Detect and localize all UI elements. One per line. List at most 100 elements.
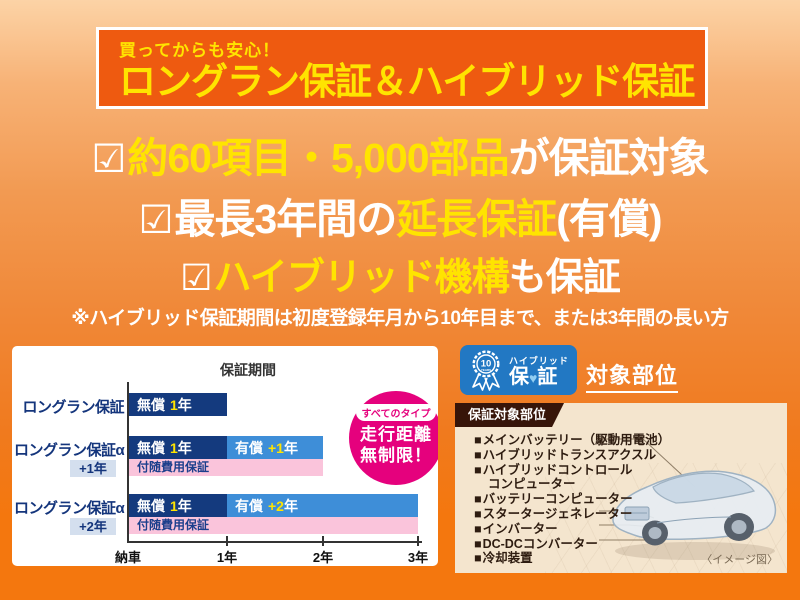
part-name: インバーター	[482, 521, 558, 536]
list-item: ■ハイブリッドトランスアクスル	[474, 448, 670, 463]
part-name: コンピューター	[488, 477, 576, 492]
row-label-longrun: ロングラン保証	[22, 399, 124, 416]
part-name: バッテリーコンピューター	[482, 492, 633, 507]
list-item: ■メインバッテリー（駆動用電池）	[474, 433, 670, 448]
list-item-continuation: コンピューター	[474, 477, 670, 492]
covered-parts-panel: 保証対象部位	[455, 403, 787, 573]
bar-paid-plus1y: 有償 +1 年	[227, 436, 323, 459]
bullet-icon: ■	[474, 521, 482, 536]
axis-tick-1y	[226, 536, 228, 546]
car-image	[599, 438, 777, 560]
covered-parts-header: 保証対象部位	[455, 403, 564, 427]
chart-y-axis	[127, 382, 129, 543]
medal-caption: YEARS	[481, 368, 491, 372]
part-name: DC-DCコンバーター	[482, 536, 598, 551]
part-name: ハイブリッドトランスアクスル	[482, 447, 657, 462]
page-title: ロングラン保証＆ハイブリッド保証	[119, 61, 695, 102]
bar-free-1y: 無償 1 年	[129, 494, 227, 517]
hybrid-warranty-logo: 10 YEARS ハイブリッド 保♥証	[460, 345, 577, 395]
bar-cost-coverage: 付随費用保証	[129, 517, 418, 534]
car-illustration	[597, 419, 787, 569]
badge-line2: 無制限！	[360, 446, 432, 466]
rosette-10years-icon: 10 YEARS	[472, 350, 500, 391]
checkbox-icon: ☑	[138, 199, 173, 242]
bar-unit: 年	[177, 497, 192, 514]
bar-text: 無償	[137, 439, 165, 456]
checklist-1-text: が保証対象	[508, 135, 710, 181]
bar-unit: 年	[177, 439, 192, 456]
header-banner: 買ってからも安心！ ロングラン保証＆ハイブリッド保証	[96, 27, 708, 109]
tick-label-1y: 1年	[216, 550, 238, 565]
heart-icon: ♥	[529, 369, 538, 386]
list-item: ■バッテリーコンピューター	[474, 492, 670, 507]
part-name: メインバッテリー（駆動用電池）	[482, 433, 671, 447]
bar-number: +2	[268, 497, 284, 514]
bar-free-1y: 無償 1 年	[129, 436, 227, 459]
bullet-icon: ■	[474, 462, 482, 477]
axis-tick-2y	[322, 536, 324, 546]
checklist-2-highlight: 延長保証	[396, 196, 557, 242]
list-item: ■冷却装置	[474, 551, 670, 566]
hybrid-warranty-note: ※ハイブリッド保証期間は初度登録年月から10年目まで、または3年間の長い方	[71, 308, 729, 329]
bullet-icon: ■	[474, 492, 482, 507]
bullet-icon: ■	[474, 536, 482, 551]
hybrid-logo-text: ハイブリッド 保♥証	[509, 354, 569, 387]
hybrid-logo-big: 保♥証	[509, 367, 569, 387]
bar-free-1y: 無償 1 年	[129, 393, 227, 416]
list-item: ■インバーター	[474, 522, 670, 537]
checklist-3-highlight: ハイブリッド機構	[213, 257, 510, 299]
row-sub-plus1y: +1年	[70, 460, 116, 477]
axis-tick-3y	[417, 536, 419, 546]
badge-line1: 走行距離	[360, 425, 432, 444]
checkbox-icon: ☑	[180, 257, 212, 298]
bullet-icon: ■	[474, 447, 482, 462]
bar-number: 1	[170, 497, 178, 514]
bar-text: 有償	[235, 439, 263, 456]
chart-title: 保証期間	[220, 362, 276, 378]
checklist-2-suffix: (有償)	[556, 196, 662, 242]
bar-unit: 年	[283, 439, 298, 456]
checklist-line-3: ☑ハイブリッド機構も保証	[0, 246, 800, 301]
checklist-3-text: も保証	[508, 257, 621, 299]
bullet-icon: ■	[474, 433, 482, 447]
bullet-icon: ■	[474, 551, 482, 566]
target-parts-link[interactable]: 対象部位	[586, 358, 679, 393]
unlimited-mileage-badge: すべてのタイプ 走行距離 無制限！	[349, 391, 438, 485]
bar-number: 1	[170, 396, 178, 413]
part-name: ハイブリッドコントロール	[482, 462, 633, 477]
bar-unit: 年	[177, 396, 192, 413]
bar-paid-plus2y: 有償 +2 年	[227, 494, 418, 517]
list-item: ■スタータージェネレーター	[474, 507, 670, 522]
covered-parts-list: ■メインバッテリー（駆動用電池） ■ハイブリッドトランスアクスル ■ハイブリッド…	[474, 433, 670, 566]
bar-unit: 年	[283, 497, 298, 514]
bar-number: +1	[268, 439, 284, 456]
list-item: ■DC-DCコンバーター	[474, 537, 670, 552]
bar-cost-coverage: 付随費用保証	[129, 459, 323, 476]
bar-text: 無償	[137, 396, 165, 413]
tick-label-3y: 3年	[407, 550, 429, 565]
image-caption: 〈イメージ図〉	[701, 554, 778, 566]
hybrid-logo-small: ハイブリッド	[509, 355, 569, 366]
list-item: ■ハイブリッドコントロール	[474, 463, 670, 478]
header-tagline: 買ってからも安心！	[119, 41, 281, 60]
row-sub-plus2y: +2年	[70, 518, 116, 535]
row-label-longrun-alpha2: ロングラン保証α	[14, 500, 125, 517]
warranty-period-chart: 保証期間 ロングラン保証 無償 1 年 ロングラン保証α +1年 無償 1 年 有償 +1…	[12, 346, 438, 566]
checkbox-icon: ☑	[91, 138, 126, 181]
logo-char-left: 保	[509, 365, 529, 388]
badge-type-pill: すべてのタイプ	[355, 404, 437, 421]
checklist-line-1: ☑約60項目・5,000部品が保証対象	[0, 124, 800, 184]
tick-label-delivery: 納車	[114, 550, 141, 565]
logo-char-right: 証	[537, 365, 558, 388]
row-label-longrun-alpha1: ロングラン保証α	[14, 442, 125, 459]
tick-label-2y: 2年	[312, 550, 334, 565]
bar-text: 無償	[137, 497, 165, 514]
bar-text: 有償	[235, 497, 263, 514]
checklist-2-text: 最長3年間の	[174, 196, 397, 242]
checklist-line-2: ☑最長3年間の延長保証(有償)	[0, 185, 800, 245]
checklist-1-highlight: 約60項目・5,000部品	[127, 135, 509, 181]
part-name: 冷却装置	[482, 551, 533, 566]
bar-number: 1	[170, 439, 178, 456]
medal-number: 10	[481, 359, 492, 370]
